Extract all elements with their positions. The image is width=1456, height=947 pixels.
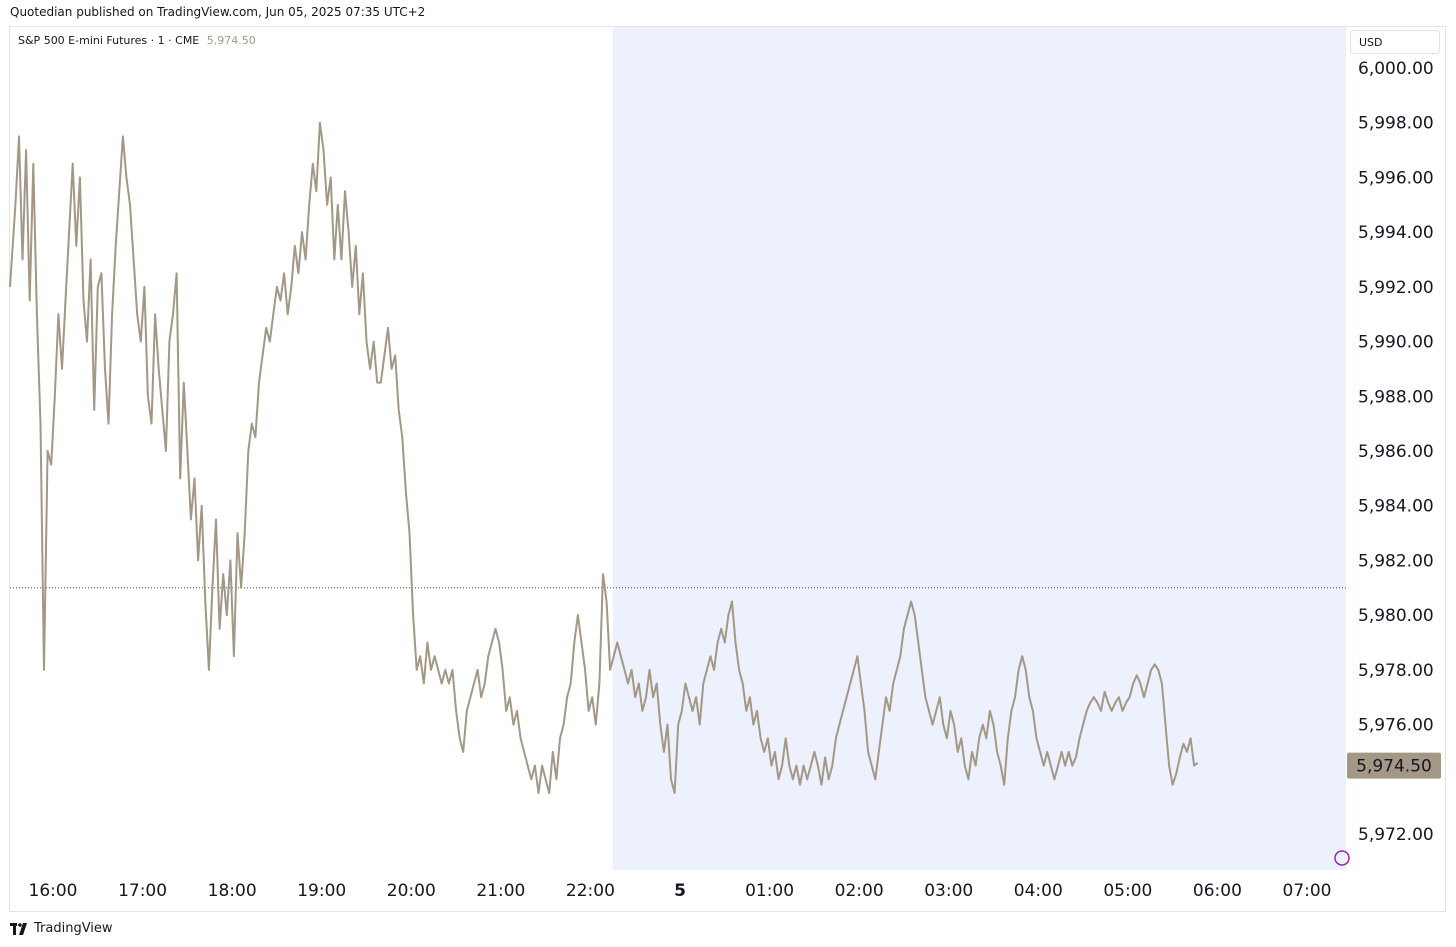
price-series-line (9, 121, 1199, 794)
x-tick-label: 5 (674, 881, 686, 901)
last-price-badge (1347, 752, 1441, 779)
y-tick-label: 5,984.00 (1358, 497, 1434, 517)
currency-selector[interactable]: USD (1350, 30, 1440, 54)
chart-legend: S&P 500 E-mini Futures · 1 · CME 5,974.5… (18, 34, 256, 47)
y-tick-label: 5,994.00 (1358, 223, 1434, 243)
x-tick-label: 07:00 (1283, 881, 1332, 901)
y-tick-label: 5,988.00 (1358, 387, 1434, 407)
event-marker-icon[interactable] (1334, 850, 1350, 866)
x-tick-label: 02:00 (835, 881, 884, 901)
y-tick-label: 5,990.00 (1358, 333, 1434, 353)
publish-info: Quotedian published on TradingView.com, … (10, 5, 426, 19)
y-tick-label: 5,978.00 (1358, 661, 1434, 681)
x-tick-label: 16:00 (29, 881, 78, 901)
y-tick-label: 5,998.00 (1358, 114, 1434, 134)
y-tick-label: 5,986.00 (1358, 442, 1434, 462)
x-tick-label: 17:00 (118, 881, 167, 901)
legend-last-value: 5,974.50 (206, 34, 256, 47)
x-tick-label: 20:00 (387, 881, 436, 901)
session-shade (612, 27, 1346, 870)
y-tick-label: 5,972.00 (1358, 825, 1434, 845)
x-tick-label: 05:00 (1103, 881, 1152, 901)
footer-brand: TradingView (34, 921, 113, 936)
x-tick-label: 01:00 (745, 881, 794, 901)
y-tick-label: 5,996.00 (1358, 168, 1434, 188)
tradingview-logo-icon (10, 922, 27, 935)
chart-frame (9, 26, 1446, 912)
y-tick-label: 5,982.00 (1358, 551, 1434, 571)
y-tick-label: 5,976.00 (1358, 716, 1434, 736)
x-tick-label: 03:00 (924, 881, 973, 901)
x-tick-label: 04:00 (1014, 881, 1063, 901)
y-tick-label: 5,992.00 (1358, 278, 1434, 298)
x-tick-label: 19:00 (297, 881, 346, 901)
x-tick-label: 06:00 (1193, 881, 1242, 901)
footer: TradingView (10, 921, 113, 936)
y-tick-label: 6,000.00 (1358, 59, 1434, 79)
last-price-label: 5,974.50 (1356, 757, 1432, 777)
x-tick-label: 21:00 (476, 881, 525, 901)
x-tick-label: 22:00 (566, 881, 615, 901)
legend-symbol: S&P 500 E-mini Futures · 1 · CME (18, 34, 200, 47)
x-tick-label: 18:00 (208, 881, 257, 901)
y-tick-label: 5,980.00 (1358, 606, 1434, 626)
